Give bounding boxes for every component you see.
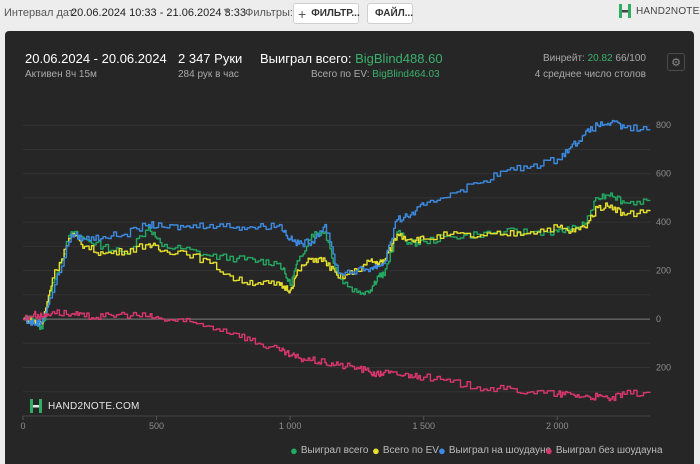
plus-icon: + <box>298 5 307 22</box>
series-line-3 <box>23 119 651 327</box>
gear-icon[interactable]: ⚙ <box>667 53 685 71</box>
file-button-label: ФАЙЛ... <box>375 8 414 19</box>
y-tick-label: 400 <box>656 217 671 227</box>
chevron-down-icon[interactable]: ▼ <box>222 6 231 16</box>
legend-dot-won: ● <box>290 443 298 458</box>
legend-label-showdown: Выиграл на шоудауне <box>448 445 552 456</box>
legend-won[interactable]: ● Выиграл всего <box>290 443 368 458</box>
top-toolbar: Интервал дат: 20.06.2024 10:33 - 21.06.2… <box>0 0 700 28</box>
series-line-2 <box>23 202 651 326</box>
hand2note-logo-icon <box>619 4 631 18</box>
file-button[interactable]: ФАЙЛ... <box>367 3 413 24</box>
series-line-1 <box>23 192 651 330</box>
filter-button-label: ФИЛЬТР... <box>311 8 360 19</box>
watermark-text: HAND2NOTE.COM <box>48 400 140 412</box>
winrate-suffix: 66/100 <box>615 53 646 64</box>
x-tick-label: 1 500 <box>412 421 435 431</box>
x-tick-label: 0 <box>20 421 25 431</box>
legend-dot-ev: ● <box>372 443 380 458</box>
y-tick-label: 200 <box>656 363 671 373</box>
date-interval-select[interactable]: 20.06.2024 10:33 - 21.06.2024 3:33 <box>71 7 246 19</box>
legend-showdown[interactable]: ● Выиграл на шоудауне <box>438 443 551 458</box>
legend-dot-non-showdown: ● <box>545 443 553 458</box>
total-won-label: Выиграл всего: <box>260 51 352 66</box>
interval-label: Интервал дат: <box>4 7 77 19</box>
avg-tables: 4 среднее число столов <box>534 69 646 80</box>
y-tick-label: 800 <box>656 120 671 130</box>
total-won-value: BigBlind488.60 <box>355 51 443 66</box>
hands-count: 2 347 Руки <box>178 51 243 66</box>
total-ev-label: Всего по EV: <box>311 69 370 80</box>
y-tick-label: 200 <box>656 266 671 276</box>
total-won: Выиграл всего: BigBlind488.60 <box>260 51 443 66</box>
graph-panel: 200 0 200 400 600 800 0 500 1 000 1 500 2 000 20.0… <box>5 31 694 464</box>
brand-logo: HAND2NOTE.COM <box>618 3 700 19</box>
total-ev-value: BigBlind464.03 <box>372 69 440 80</box>
winrate-value: 20.82 <box>587 53 613 64</box>
y-tick-label: 0 <box>656 314 661 324</box>
legend-dot-showdown: ● <box>438 443 446 458</box>
y-tick-label: 600 <box>656 169 671 179</box>
date-range: 20.06.2024 - 20.06.2024 <box>25 51 167 66</box>
filters-label: Фильтры: <box>245 7 293 19</box>
filter-button[interactable]: + ФИЛЬТР... <box>293 3 360 24</box>
x-tick-label: 2 000 <box>546 421 569 431</box>
hands-per-hour: 284 рук в час <box>178 69 239 80</box>
winrate: Винрейт: 20.82 66/100 <box>543 53 646 64</box>
series-line-4 <box>23 309 651 402</box>
hand2note-watermark: HAND2NOTE.COM <box>29 398 140 414</box>
legend-label-won: Выиграл всего <box>300 445 369 456</box>
watermark-logo-icon <box>30 399 42 413</box>
legend-label-non-showdown: Выиграл без шоудауна <box>555 445 663 456</box>
x-tick-label: 1 000 <box>279 421 302 431</box>
legend-ev[interactable]: ● Всего по EV <box>372 443 439 458</box>
winrate-label: Винрейт: <box>542 53 585 64</box>
logo-text: HAND2NOTE.COM <box>636 5 700 17</box>
profit-chart: 200 0 200 400 600 800 0 500 1 000 1 500 2 000 <box>20 119 671 431</box>
active-time: Активен 8ч 15м <box>25 69 97 80</box>
legend-label-ev: Всего по EV <box>382 445 439 456</box>
legend-non-showdown[interactable]: ● Выиграл без шоудауна <box>545 443 663 458</box>
total-ev: Всего по EV: BigBlind464.03 <box>311 69 440 80</box>
x-tick-label: 500 <box>149 421 164 431</box>
